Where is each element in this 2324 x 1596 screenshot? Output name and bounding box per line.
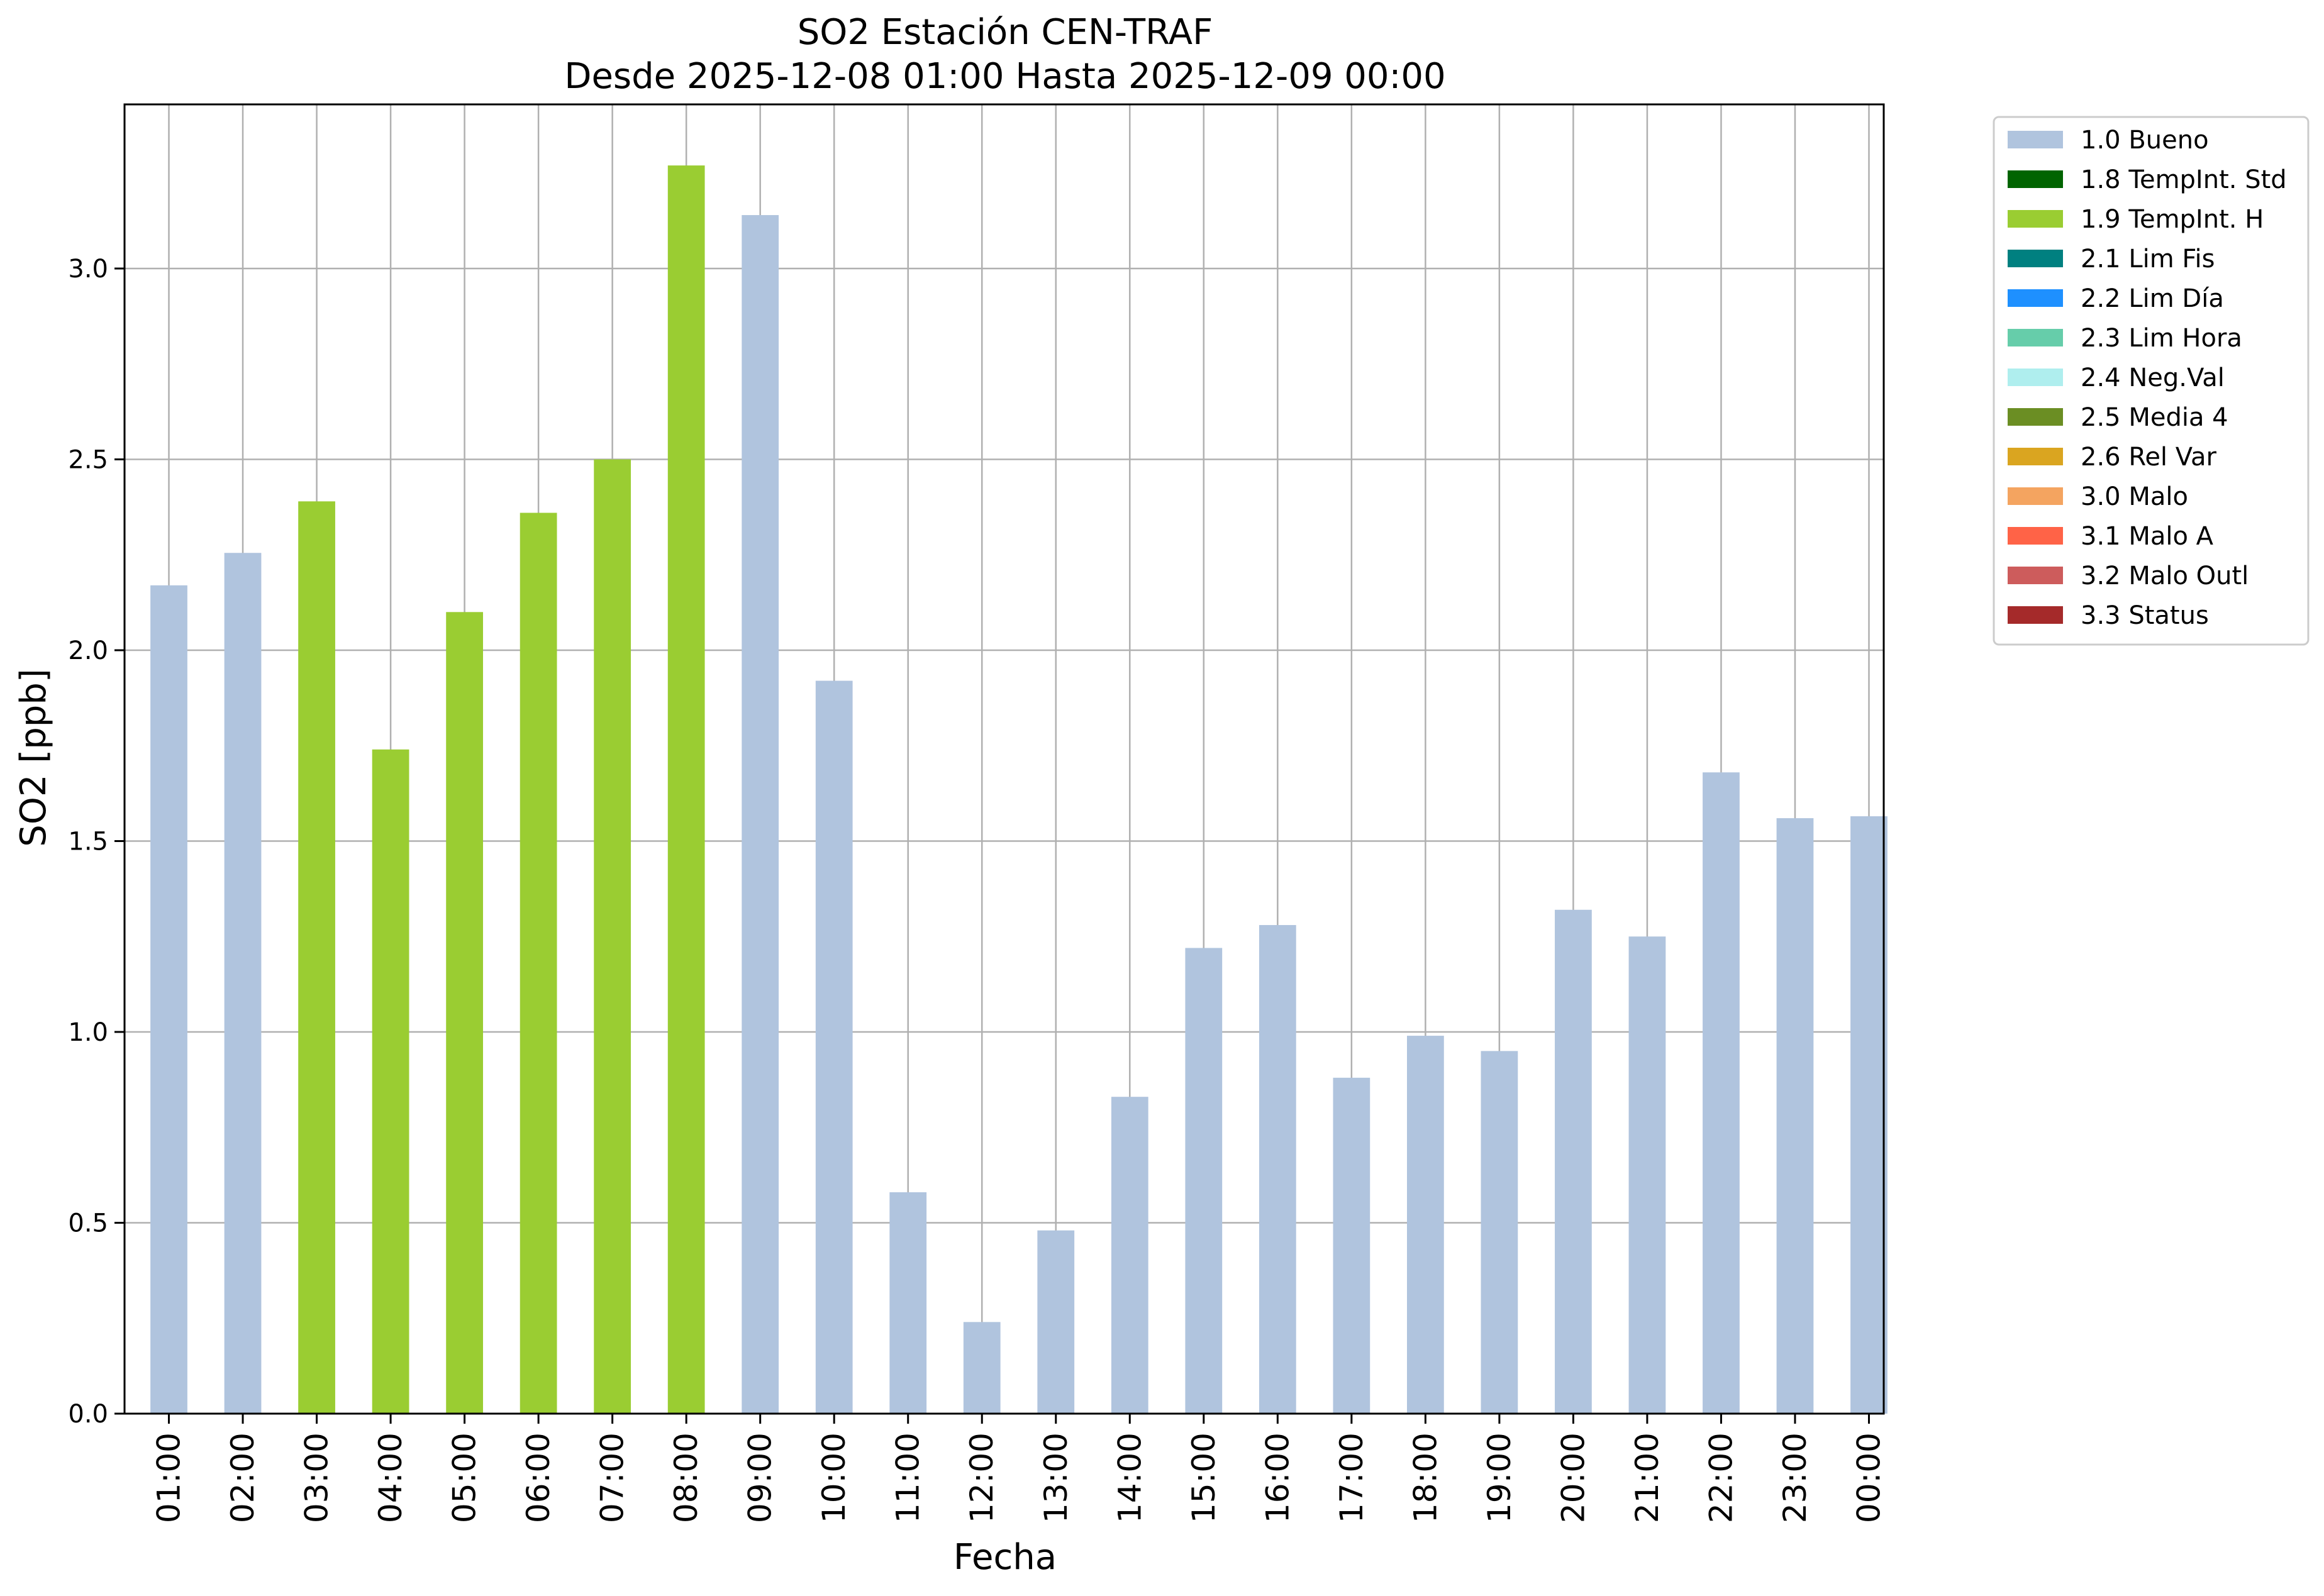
x-tick-label: 12:00 — [964, 1433, 1000, 1523]
legend-swatch — [2008, 487, 2063, 505]
legend-label: 1.0 Bueno — [2081, 126, 2209, 155]
x-tick-label: 07:00 — [594, 1433, 631, 1523]
legend-swatch — [2008, 369, 2063, 386]
bar-11:00 — [889, 1192, 927, 1414]
x-tick-label: 05:00 — [447, 1433, 483, 1523]
bar-07:00 — [594, 459, 631, 1414]
legend-label: 3.2 Malo Outl — [2081, 562, 2249, 590]
bar-18:00 — [1406, 1036, 1444, 1414]
legend-swatch — [2008, 567, 2063, 584]
chart-subtitle: Desde 2025-12-08 01:00 Hasta 2025-12-09 … — [564, 56, 1445, 97]
legend-label: 1.8 TempInt. Std — [2081, 165, 2287, 194]
legend-frame — [1993, 116, 2310, 646]
bar-22:00 — [1703, 772, 1740, 1414]
y-tick-label: 2.5 — [68, 446, 108, 475]
bars — [150, 165, 1888, 1414]
legend-swatch — [2008, 131, 2063, 148]
legend-swatch — [2008, 527, 2063, 545]
legend-swatch — [2008, 250, 2063, 267]
legend-swatch — [2008, 289, 2063, 307]
legend-label: 2.6 Rel Var — [2081, 443, 2217, 472]
x-tick-label: 23:00 — [1777, 1433, 1813, 1523]
x-tick-label: 09:00 — [742, 1433, 779, 1523]
x-tick-label: 13:00 — [1038, 1433, 1074, 1523]
bar-19:00 — [1481, 1051, 1518, 1414]
legend-label: 2.2 Lim Día — [2081, 284, 2224, 313]
legend-label: 2.4 Neg.Val — [2081, 363, 2225, 392]
x-tick-label: 20:00 — [1555, 1433, 1591, 1523]
legend-label: 3.3 Status — [2081, 601, 2209, 630]
bar-04:00 — [372, 749, 409, 1414]
bar-23:00 — [1776, 818, 1814, 1414]
bar-17:00 — [1333, 1077, 1370, 1414]
bar-16:00 — [1259, 925, 1296, 1414]
legend-swatch — [2008, 408, 2063, 426]
bar-21:00 — [1628, 936, 1666, 1414]
x-tick-label: 11:00 — [890, 1433, 926, 1523]
x-tick-label: 00:00 — [1850, 1433, 1887, 1523]
bar-13:00 — [1037, 1230, 1075, 1414]
axes: 0.0 0.5 1.0 1.5 2.0 2.5 3.0 01:00 02:00 03:00 04:0… — [68, 103, 1887, 1523]
x-axis-label: Fecha — [954, 1537, 1057, 1578]
bar-06:00 — [520, 513, 557, 1414]
x-tick-label: 04:00 — [372, 1433, 409, 1523]
x-tick-label: 16:00 — [1259, 1433, 1296, 1523]
x-tick-label: 06:00 — [520, 1433, 557, 1523]
bar-02:00 — [224, 553, 262, 1414]
legend-label: 3.1 Malo A — [2081, 522, 2214, 551]
y-tick-label: 0.0 — [68, 1400, 108, 1429]
bar-09:00 — [742, 215, 779, 1414]
bar-08:00 — [667, 165, 705, 1414]
legend-label: 3.0 Malo — [2081, 482, 2188, 511]
bar-01:00 — [150, 585, 187, 1414]
y-axis-label: SO2 [ppb] — [13, 668, 54, 846]
bar-14:00 — [1111, 1097, 1148, 1414]
y-tick-label: 0.5 — [68, 1209, 108, 1238]
x-tick-label: 10:00 — [816, 1433, 852, 1523]
x-tick-label: 01:00 — [151, 1433, 187, 1523]
x-tick-label: 18:00 — [1407, 1433, 1443, 1523]
legend-label: 2.3 Lim Hora — [2081, 324, 2242, 353]
x-tick-label: 14:00 — [1111, 1433, 1148, 1523]
bar-00:00 — [1850, 816, 1888, 1414]
x-tick-label: 08:00 — [668, 1433, 704, 1523]
legend-swatch — [2008, 329, 2063, 346]
x-tick-label: 03:00 — [299, 1433, 335, 1523]
legend: 1.0 Bueno 1.8 TempInt. Std 1.9 TempInt. H 2… — [1993, 116, 2310, 646]
bar-05:00 — [446, 612, 483, 1414]
y-tick-label: 2.0 — [68, 636, 108, 665]
x-tick-label: 15:00 — [1186, 1433, 1222, 1523]
y-tick-label: 1.0 — [68, 1018, 108, 1047]
bar-15:00 — [1185, 948, 1223, 1414]
x-tick-label: 17:00 — [1333, 1433, 1370, 1523]
bar-20:00 — [1555, 909, 1592, 1414]
legend-swatch — [2008, 606, 2063, 624]
bar-10:00 — [815, 680, 853, 1414]
legend-label: 2.1 Lim Fis — [2081, 245, 2215, 274]
bar-03:00 — [298, 501, 335, 1414]
legend-swatch — [2008, 210, 2063, 228]
legend-swatch — [2008, 448, 2063, 465]
x-tick-label: 21:00 — [1629, 1433, 1665, 1523]
legend-swatch — [2008, 170, 2063, 188]
bar-12:00 — [963, 1322, 1001, 1414]
plot-frame — [123, 103, 1885, 1415]
legend-label: 1.9 TempInt. H — [2081, 205, 2264, 234]
y-tick-label: 3.0 — [68, 255, 108, 284]
legend-label: 2.5 Media 4 — [2081, 403, 2228, 432]
y-tick-label: 1.5 — [68, 828, 108, 856]
x-tick-label: 22:00 — [1703, 1433, 1739, 1523]
chart-title: SO2 Estación CEN-TRAF — [798, 12, 1213, 53]
x-tick-label: 19:00 — [1481, 1433, 1518, 1523]
x-tick-label: 02:00 — [225, 1433, 261, 1523]
